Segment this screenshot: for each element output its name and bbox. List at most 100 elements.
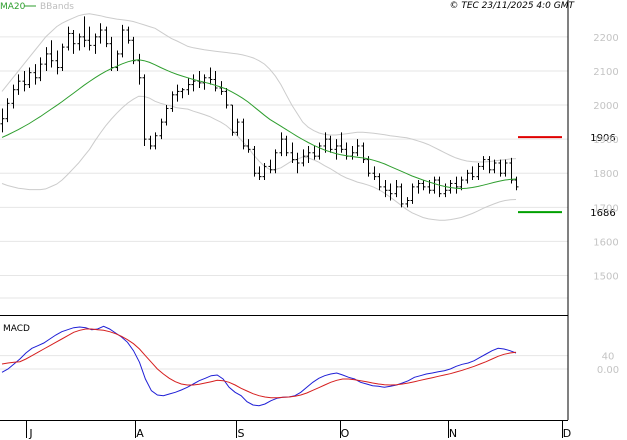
- price-bar: [465, 169, 470, 184]
- macd-tick-label: 0.00: [597, 365, 619, 376]
- price-bar: [273, 149, 278, 174]
- price-bar: [498, 159, 503, 177]
- price-bar: [170, 91, 175, 112]
- price-bar: [186, 77, 191, 95]
- price-bar: [306, 145, 311, 163]
- price-bar: [487, 156, 492, 174]
- price-bar: [180, 88, 185, 99]
- price-bar: [301, 149, 306, 167]
- price-bar: [492, 159, 497, 174]
- legend: MA20 BBands: [0, 2, 74, 12]
- price-bar: [503, 159, 508, 177]
- price-bar: [388, 183, 393, 201]
- month-label: O: [341, 427, 350, 440]
- price-bar: [481, 156, 486, 170]
- level-label-1906: 1906: [590, 133, 615, 144]
- price-tick-label: 2200: [593, 33, 618, 44]
- price-bar: [98, 23, 103, 44]
- price-bar: [5, 98, 10, 123]
- axes: [0, 0, 569, 421]
- tick-labels: 2200 2100 2000 1900 1800 1700 1600 1500 40 0.00 J A…: [26, 33, 619, 440]
- price-bar: [224, 88, 229, 109]
- price-bar: [213, 70, 218, 92]
- price-bar: [38, 57, 43, 82]
- price-bar: [312, 145, 317, 160]
- price-bar: [142, 74, 147, 146]
- price-bar: [470, 166, 475, 181]
- macd-line: [1, 325, 517, 407]
- month-label: S: [238, 427, 245, 440]
- price-bar: [290, 142, 295, 163]
- price-bar: [77, 33, 82, 51]
- macd-tick-label: 40: [602, 352, 615, 363]
- price-tick-label: 1900: [593, 135, 618, 146]
- price-bar: [257, 166, 262, 181]
- ma20-series-line: [1, 59, 517, 190]
- price-tick-label: 2000: [593, 101, 618, 112]
- price-bar: [148, 135, 153, 150]
- price-bar: [361, 142, 366, 163]
- price-bar: [405, 197, 410, 208]
- price-bar: [339, 132, 344, 153]
- bollinger-bands: [1, 13, 517, 221]
- price-bar: [410, 183, 415, 204]
- legend-bbands-label: BBands: [40, 2, 74, 12]
- price-bar: [416, 180, 421, 194]
- price-bar: [137, 53, 142, 85]
- price-bar: [432, 176, 437, 194]
- price-grid: [0, 36, 568, 299]
- copyright-text: © TEC 23/11/2025 4:0 GMT: [449, 1, 575, 11]
- month-label: D: [563, 427, 571, 440]
- macd-title: MACD: [3, 324, 30, 334]
- price-bar: [284, 135, 289, 157]
- price-bar: [60, 43, 65, 71]
- price-bar: [454, 176, 459, 194]
- price-bar: [55, 50, 60, 75]
- price-bar: [27, 67, 32, 88]
- macd-signal-line: [1, 328, 517, 399]
- price-bar: [164, 105, 169, 126]
- price-bar: [399, 183, 404, 208]
- price-tick-label: 1800: [593, 169, 618, 180]
- price-bar: [230, 104, 235, 136]
- level-label-1686: 1686: [590, 208, 615, 219]
- price-bar: [115, 50, 120, 71]
- price-bar: [49, 40, 54, 68]
- ma20-line: [1, 59, 517, 190]
- price-bar: [66, 26, 71, 51]
- price-bar: [87, 26, 92, 51]
- price-bar: [197, 70, 202, 88]
- price-bar: [159, 118, 164, 140]
- bbands-upper-line: [1, 13, 517, 163]
- price-bar: [295, 152, 300, 174]
- price-bar: [175, 84, 180, 102]
- month-label: A: [136, 427, 144, 440]
- price-bar: [437, 176, 442, 198]
- macd-lines: [1, 325, 517, 407]
- price-bar: [153, 132, 158, 150]
- price-bar: [191, 74, 196, 92]
- price-bar: [383, 180, 388, 198]
- price-tick-label: 1600: [593, 237, 618, 248]
- level-lines: 1906 1686: [518, 133, 616, 219]
- price-bar: [252, 145, 257, 177]
- price-bar: [241, 118, 246, 150]
- price-bar: [44, 47, 49, 71]
- price-bar: [323, 132, 328, 153]
- price-bar: [246, 139, 251, 153]
- candlestick-bars: [0, 16, 519, 208]
- price-tick-label: 2100: [593, 67, 618, 78]
- price-bar: [448, 180, 453, 194]
- price-bar: [328, 135, 333, 153]
- price-bar: [219, 81, 224, 95]
- month-label: N: [449, 427, 457, 440]
- price-bar: [366, 156, 371, 177]
- price-bar: [344, 142, 349, 160]
- price-bar: [16, 74, 21, 95]
- bbands-lower-line: [1, 95, 517, 221]
- price-bar: [208, 67, 213, 85]
- price-bar: [82, 16, 87, 48]
- price-bar: [459, 176, 464, 191]
- price-bar: [334, 139, 339, 160]
